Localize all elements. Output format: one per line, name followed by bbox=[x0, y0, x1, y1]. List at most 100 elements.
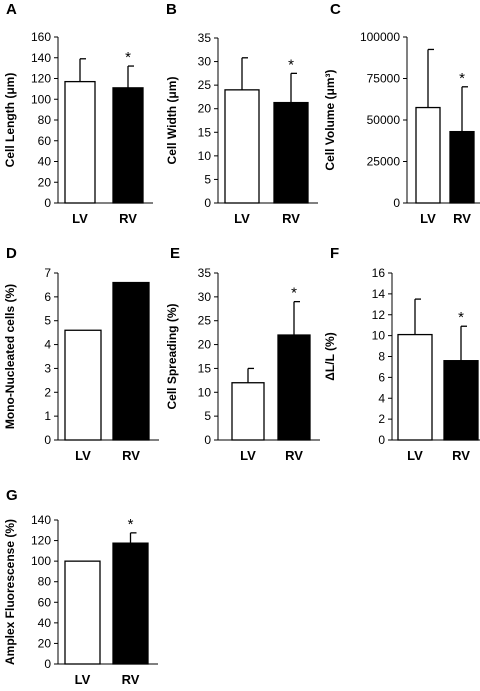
y-tick-label: 60 bbox=[38, 134, 52, 148]
bar-rv bbox=[449, 130, 475, 204]
y-axis-label: ΔL/L (%) bbox=[323, 332, 337, 380]
bar-lv bbox=[64, 329, 102, 441]
significance-star: * bbox=[288, 56, 294, 73]
y-tick-label: 6 bbox=[378, 370, 385, 384]
bar-lv bbox=[64, 80, 96, 204]
y-tick-label: 120 bbox=[31, 72, 51, 86]
y-axis-label: Cell Width (μm) bbox=[165, 77, 179, 165]
y-tick-label: 60 bbox=[38, 595, 52, 609]
panel-letter: C bbox=[330, 1, 341, 18]
y-axis-label: Amplex Fluorescense (%) bbox=[3, 519, 17, 665]
panel-letter: D bbox=[6, 245, 17, 262]
bar-lv bbox=[64, 560, 101, 665]
x-tick-label: RV bbox=[122, 672, 140, 687]
x-tick-label: LV bbox=[240, 448, 256, 463]
panel-c: C 0 25000 50000 75000 100000 Cell Volume (μm³)… bbox=[323, 1, 480, 226]
y-tick-label: 8 bbox=[378, 350, 385, 364]
y-tick-label: 0 bbox=[44, 196, 51, 210]
bar-rv bbox=[112, 87, 144, 204]
significance-star: * bbox=[125, 49, 131, 66]
y-tick-label: 100 bbox=[31, 554, 51, 568]
x-tick-label: LV bbox=[407, 448, 423, 463]
panel-letter: B bbox=[166, 1, 177, 18]
y-tick-label: 15 bbox=[198, 125, 212, 139]
y-tick-label: 140 bbox=[31, 513, 51, 527]
significance-star: * bbox=[458, 309, 464, 326]
y-tick-label: 4 bbox=[44, 338, 51, 352]
y-tick-label: 80 bbox=[38, 575, 52, 589]
y-tick-label: 3 bbox=[44, 361, 51, 375]
y-tick-label: 16 bbox=[372, 266, 386, 280]
panel-b: B 0 5 10 15 20 25 30 35 Cell Width (μm) LV RV * bbox=[165, 1, 318, 226]
panel-a: A 0 20 40 60 80 100 120 140 160 Cell Length (μm) LV… bbox=[3, 1, 153, 226]
y-tick-label: 35 bbox=[198, 266, 212, 280]
y-axis-label: Mono-Nucleated cells (%) bbox=[3, 284, 17, 429]
y-tick-label: 6 bbox=[44, 290, 51, 304]
y-tick-label: 20 bbox=[38, 636, 52, 650]
y-tick-label: 50000 bbox=[367, 113, 401, 127]
y-tick-label: 2 bbox=[44, 385, 51, 399]
y-tick-label: 160 bbox=[31, 30, 51, 44]
y-tick-label: 100000 bbox=[360, 30, 400, 44]
y-tick-label: 25 bbox=[198, 78, 212, 92]
y-tick-label: 5 bbox=[204, 172, 211, 186]
x-tick-label: RV bbox=[122, 448, 140, 463]
y-tick-label: 12 bbox=[372, 308, 386, 322]
y-axis-label: Cell Spreading (%) bbox=[165, 303, 179, 409]
panel-g: G 0 20 40 60 80 100 120 140 Amplex Fluorescense (… bbox=[3, 487, 158, 687]
y-tick-label: 10 bbox=[198, 385, 212, 399]
bar-lv bbox=[397, 333, 433, 441]
y-tick-label: 100 bbox=[31, 92, 51, 106]
y-tick-label: 0 bbox=[204, 433, 211, 447]
panel-e: E 0 5 10 15 20 25 30 35 Cell Spreading (%) LV RV * bbox=[165, 245, 320, 463]
y-tick-label: 25 bbox=[198, 314, 212, 328]
y-tick-label: 20 bbox=[198, 338, 212, 352]
y-tick-label: 30 bbox=[198, 55, 212, 69]
bar-rv bbox=[443, 360, 479, 441]
x-tick-label: LV bbox=[420, 211, 436, 226]
bar-lv bbox=[231, 382, 265, 441]
y-tick-label: 0 bbox=[204, 196, 211, 210]
bar-rv bbox=[112, 281, 150, 441]
y-tick-label: 20 bbox=[38, 175, 52, 189]
y-tick-label: 10 bbox=[372, 329, 386, 343]
bar-rv bbox=[273, 101, 309, 204]
bar-rv bbox=[112, 542, 149, 665]
panel-f: F 0 2 4 6 8 10 12 14 16 ΔL/L (%) LV RV * bbox=[323, 245, 480, 463]
y-axis-label: Cell Length (μm) bbox=[3, 73, 17, 168]
y-tick-label: 4 bbox=[378, 391, 385, 405]
panel-letter: F bbox=[330, 245, 339, 262]
x-tick-label: RV bbox=[285, 448, 303, 463]
y-axis-label: Cell Volume (μm³) bbox=[323, 69, 337, 170]
y-tick-label: 10 bbox=[198, 149, 212, 163]
y-tick-label: 120 bbox=[31, 534, 51, 548]
y-tick-label: 25000 bbox=[367, 155, 401, 169]
y-tick-label: 0 bbox=[393, 196, 400, 210]
y-tick-label: 20 bbox=[198, 102, 212, 116]
x-tick-label: LV bbox=[75, 672, 91, 687]
y-tick-label: 40 bbox=[38, 155, 52, 169]
y-tick-label: 15 bbox=[198, 361, 212, 375]
panel-d: D 0 1 2 3 4 5 6 7 Mono-Nucleated cells (%) LV RV bbox=[3, 245, 159, 463]
x-tick-label: RV bbox=[282, 211, 300, 226]
y-tick-label: 35 bbox=[198, 31, 212, 45]
x-tick-label: LV bbox=[75, 448, 91, 463]
bar-rv bbox=[277, 334, 311, 441]
y-tick-label: 0 bbox=[44, 657, 51, 671]
y-tick-label: 75000 bbox=[367, 72, 401, 86]
panel-letter: A bbox=[6, 1, 17, 18]
y-tick-label: 40 bbox=[38, 616, 52, 630]
bar-lv bbox=[415, 106, 441, 204]
y-tick-label: 0 bbox=[378, 433, 385, 447]
y-tick-label: 5 bbox=[44, 314, 51, 328]
significance-star: * bbox=[459, 70, 465, 87]
y-tick-label: 30 bbox=[198, 290, 212, 304]
y-tick-label: 80 bbox=[38, 113, 52, 127]
x-tick-label: RV bbox=[453, 211, 471, 226]
x-tick-label: LV bbox=[234, 211, 250, 226]
x-tick-label: LV bbox=[72, 211, 88, 226]
y-tick-label: 2 bbox=[378, 412, 385, 426]
significance-star: * bbox=[291, 285, 297, 302]
y-tick-label: 5 bbox=[204, 409, 211, 423]
